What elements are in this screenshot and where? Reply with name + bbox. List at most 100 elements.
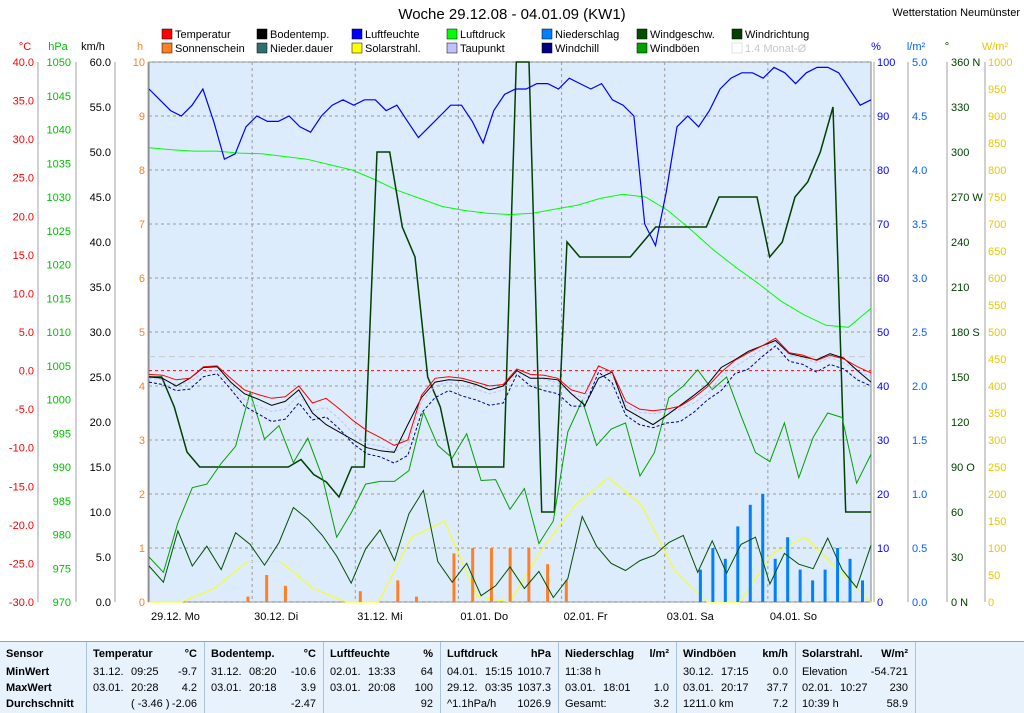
wind-axis-tick: 40.0	[90, 237, 111, 249]
temp-axis-tick: -15.0	[9, 481, 34, 493]
stats-cell-value: 4.2	[181, 682, 197, 694]
bar-sonnenschein	[508, 548, 512, 602]
temp-axis-tick: 15.0	[13, 250, 34, 262]
stats-cell-value: 64	[420, 666, 433, 678]
stats-cell-time: 18:01	[603, 682, 631, 694]
wind-axis-tick: 0.0	[96, 597, 111, 609]
solar-axis-tick: 900	[988, 111, 1006, 123]
wind-axis-tick: 5.0	[96, 552, 111, 564]
direction-axis-tick: 30	[951, 552, 963, 564]
stats-block-unit: W/m²	[881, 648, 908, 660]
stats-block-2: Luftfeuchte% 02.01. 13:33 64 03.01. 20:08 100 9…	[324, 642, 441, 713]
stats-separator	[323, 642, 324, 713]
direction-axis-tick: 270 W	[951, 192, 983, 204]
stats-cell-time: ( -3.46 )	[131, 698, 170, 710]
rain-axis-tick: 3.5	[912, 219, 927, 231]
solar-axis-tick: 350	[988, 408, 1006, 420]
series-temperatur	[148, 337, 872, 446]
rain-axis-unit: l/m²	[907, 41, 926, 53]
legend-swatch	[636, 28, 648, 40]
direction-axis-tick: 60	[951, 507, 963, 519]
stats-cell-time: 20:18	[249, 682, 277, 694]
pressure-axis-tick: 985	[53, 496, 71, 508]
humidity-axis-tick: 70	[877, 219, 889, 231]
series-windgeschw	[148, 489, 872, 599]
statistics-panel: Sensor MinWert MaxWert Durchschnitt Temp…	[0, 641, 1024, 713]
legend-swatch	[446, 28, 458, 40]
solar-axis-tick: 200	[988, 489, 1006, 501]
rain-axis-tick: 4.5	[912, 111, 927, 123]
legend-label: Taupunkt	[460, 43, 505, 55]
sun-axis-tick: 10	[133, 57, 145, 69]
bar-sonnenschein	[546, 564, 550, 602]
stats-separator	[915, 642, 916, 713]
bar-niederschlag	[823, 569, 827, 602]
solar-axis-tick: 550	[988, 300, 1006, 312]
temp-axis-tick: -5.0	[15, 404, 34, 416]
stats-cell-value: 37.7	[766, 682, 788, 694]
wind-axis-tick: 60.0	[90, 57, 111, 69]
temp-axis-tick: 25.0	[13, 173, 34, 185]
stats-cell-value: 0.0	[772, 666, 788, 678]
stats-cell-date: Gesamt:	[565, 698, 607, 710]
legend-label: Temperatur	[175, 29, 231, 41]
stats-block-6: Solarstrahl. W/m² Elevation -54.721 02.01. 10…	[796, 642, 916, 713]
stats-block-unit: °C	[184, 648, 197, 660]
stats-cell-time: 03:35	[485, 682, 513, 694]
rain-axis-tick: 3.0	[912, 273, 927, 285]
humidity-axis-tick: 50	[877, 327, 889, 339]
bar-niederschlag	[861, 580, 864, 602]
stats-cell-date: 11:38 h	[565, 666, 601, 678]
stats-block-unit: hPa	[530, 648, 551, 660]
stats-separator	[440, 642, 441, 713]
sun-axis-tick: 2	[139, 489, 145, 501]
stats-cell-time: 17:15	[721, 666, 749, 678]
legend-label: Nieder.dauer	[270, 43, 333, 55]
rain-axis-tick: 1.0	[912, 489, 927, 501]
stats-cell-date: 29.12.	[447, 682, 478, 694]
temp-axis-tick: -20.0	[9, 520, 34, 532]
stats-cell-date: 03.01.	[211, 682, 242, 694]
stats-cell-value: 100	[414, 682, 433, 694]
stats-block-title: Luftfeuchte	[330, 648, 390, 660]
direction-axis-tick: 120	[951, 417, 969, 429]
stats-cell-value: -9.7	[178, 666, 197, 678]
pressure-axis-tick: 975	[53, 563, 71, 575]
stats-cell-time: 15:15	[485, 666, 513, 678]
pressure-axis-tick: 1000	[47, 395, 71, 407]
stats-cell-time: 13:33	[368, 666, 396, 678]
solar-axis-tick: 700	[988, 219, 1006, 231]
stats-block-0: Temperatur °C 31.12. 09:25 -9.7 03.01. 20:28 4.…	[87, 642, 205, 713]
stats-cell-value: 1037.3	[517, 682, 551, 694]
wind-axis-tick: 15.0	[90, 462, 111, 474]
stats-cell-time: 08:20	[249, 666, 277, 678]
series-windb-en	[148, 369, 872, 574]
chart-svg: 29.12. Mo 30.12. Di 31.12. Mi 01.01. Do 02.0…	[8, 6, 1021, 623]
stats-cell-value: 92	[420, 698, 433, 710]
stats-cell-date: Elevation	[802, 666, 848, 678]
sun-axis-tick: 1	[139, 543, 145, 555]
legend-swatch	[256, 42, 268, 54]
legend-swatch	[161, 28, 173, 40]
rain-axis-tick: 0.5	[912, 543, 927, 555]
bar-niederschlag	[711, 548, 715, 602]
stats-block-3: Luftdruck hPa 04.01. 15:15 1010.7 29.12. 03:35…	[441, 642, 559, 713]
x-tick-label: 30.12. Di	[254, 611, 298, 623]
pressure-axis-tick: 995	[53, 428, 71, 440]
stats-cell-date: 31.12.	[93, 666, 124, 678]
legend-swatch	[731, 42, 743, 54]
humidity-axis-tick: 80	[877, 165, 889, 177]
humidity-axis-unit: %	[871, 41, 881, 53]
stats-cell-date: 30.12.	[683, 666, 714, 678]
pressure-axis-tick: 1050	[47, 57, 71, 69]
sun-axis-tick: 9	[139, 111, 145, 123]
legend-label: Solarstrahl.	[365, 43, 421, 55]
stats-cell-date: 03.01.	[93, 682, 124, 694]
row-label-max: MaxWert	[6, 682, 52, 694]
legend-swatch	[636, 42, 648, 54]
legend-label: Bodentemp.	[270, 29, 329, 41]
stats-cell-value: -54.721	[870, 666, 908, 678]
sun-axis-tick: 3	[139, 435, 145, 447]
bar-niederschlag	[848, 558, 852, 602]
stats-block-title: Temperatur	[93, 648, 153, 660]
